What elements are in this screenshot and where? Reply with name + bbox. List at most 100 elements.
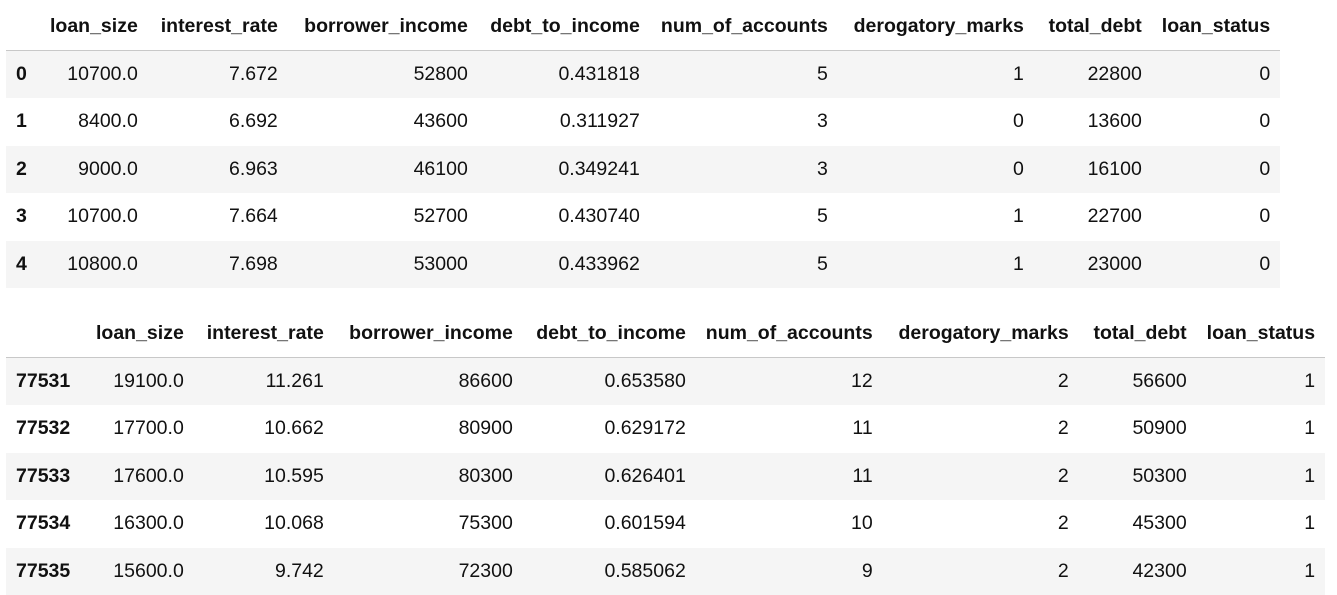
cell-derogatory-marks: 1 <box>838 51 1034 99</box>
cell-loan-status: 1 <box>1197 405 1325 453</box>
column-header-total-debt: total_debt <box>1034 3 1152 51</box>
cell-borrower-income: 72300 <box>334 548 523 595</box>
column-header-total-debt: total_debt <box>1079 310 1197 358</box>
row-index-cell: 77531 <box>6 358 86 406</box>
cell-borrower-income: 52800 <box>288 51 478 99</box>
cell-interest-rate: 7.672 <box>148 51 288 99</box>
cell-loan-status: 0 <box>1152 146 1280 194</box>
row-index-cell: 3 <box>6 193 40 241</box>
cell-interest-rate: 6.692 <box>148 98 288 146</box>
cell-interest-rate: 10.662 <box>194 405 334 453</box>
cell-num-of-accounts: 5 <box>650 193 838 241</box>
column-header-debt-to-income: debt_to_income <box>478 3 650 51</box>
cell-interest-rate: 11.261 <box>194 358 334 406</box>
cell-loan-size: 17700.0 <box>86 405 194 453</box>
column-header-loan-status: loan_status <box>1152 3 1280 51</box>
column-header-loan-size: loan_size <box>40 3 148 51</box>
cell-borrower-income: 52700 <box>288 193 478 241</box>
cell-debt-to-income: 0.430740 <box>478 193 650 241</box>
row-index-cell: 77532 <box>6 405 86 453</box>
header-row: loan_size interest_rate borrower_income … <box>6 3 1280 51</box>
cell-derogatory-marks: 2 <box>883 358 1079 406</box>
row-index-cell: 77535 <box>6 548 86 595</box>
cell-total-debt: 45300 <box>1079 500 1197 548</box>
index-header <box>6 310 86 358</box>
cell-total-debt: 50300 <box>1079 453 1197 501</box>
cell-total-debt: 16100 <box>1034 146 1152 194</box>
cell-loan-status: 0 <box>1152 241 1280 289</box>
column-header-borrower-income: borrower_income <box>334 310 523 358</box>
cell-interest-rate: 7.698 <box>148 241 288 289</box>
column-header-derogatory-marks: derogatory_marks <box>838 3 1034 51</box>
cell-loan-size: 10700.0 <box>40 51 148 99</box>
cell-num-of-accounts: 5 <box>650 241 838 289</box>
index-header <box>6 3 40 51</box>
cell-loan-status: 1 <box>1197 453 1325 501</box>
cell-loan-status: 0 <box>1152 98 1280 146</box>
cell-interest-rate: 10.595 <box>194 453 334 501</box>
cell-borrower-income: 53000 <box>288 241 478 289</box>
cell-loan-size: 10700.0 <box>40 193 148 241</box>
cell-loan-size: 19100.0 <box>86 358 194 406</box>
cell-loan-size: 15600.0 <box>86 548 194 595</box>
cell-num-of-accounts: 5 <box>650 51 838 99</box>
cell-debt-to-income: 0.629172 <box>523 405 696 453</box>
cell-loan-size: 9000.0 <box>40 146 148 194</box>
cell-debt-to-income: 0.601594 <box>523 500 696 548</box>
column-header-debt-to-income: debt_to_income <box>523 310 696 358</box>
row-index-cell: 4 <box>6 241 40 289</box>
cell-debt-to-income: 0.349241 <box>478 146 650 194</box>
row-index-cell: 2 <box>6 146 40 194</box>
cell-derogatory-marks: 2 <box>883 500 1079 548</box>
cell-borrower-income: 43600 <box>288 98 478 146</box>
column-header-borrower-income: borrower_income <box>288 3 478 51</box>
cell-num-of-accounts: 11 <box>696 405 883 453</box>
cell-loan-status: 1 <box>1197 500 1325 548</box>
cell-loan-size: 8400.0 <box>40 98 148 146</box>
cell-num-of-accounts: 10 <box>696 500 883 548</box>
cell-total-debt: 50900 <box>1079 405 1197 453</box>
cell-derogatory-marks: 1 <box>838 241 1034 289</box>
cell-num-of-accounts: 3 <box>650 146 838 194</box>
cell-loan-size: 16300.0 <box>86 500 194 548</box>
cell-derogatory-marks: 2 <box>883 405 1079 453</box>
cell-total-debt: 22700 <box>1034 193 1152 241</box>
column-header-derogatory-marks: derogatory_marks <box>883 310 1079 358</box>
cell-total-debt: 22800 <box>1034 51 1152 99</box>
dataframe-head-table: loan_size interest_rate borrower_income … <box>6 3 1280 288</box>
row-index-cell: 1 <box>6 98 40 146</box>
cell-interest-rate: 10.068 <box>194 500 334 548</box>
cell-borrower-income: 46100 <box>288 146 478 194</box>
cell-interest-rate: 6.963 <box>148 146 288 194</box>
column-header-interest-rate: interest_rate <box>148 3 288 51</box>
cell-total-debt: 13600 <box>1034 98 1152 146</box>
dataframe-tail-output: loan_size interest_rate borrower_income … <box>6 310 1325 595</box>
cell-debt-to-income: 0.431818 <box>478 51 650 99</box>
column-header-loan-status: loan_status <box>1197 310 1325 358</box>
cell-num-of-accounts: 9 <box>696 548 883 595</box>
dataframe-tail-table: loan_size interest_rate borrower_income … <box>6 310 1325 595</box>
header-row: loan_size interest_rate borrower_income … <box>6 310 1325 358</box>
cell-borrower-income: 80900 <box>334 405 523 453</box>
cell-debt-to-income: 0.626401 <box>523 453 696 501</box>
cell-loan-status: 0 <box>1152 193 1280 241</box>
cell-borrower-income: 80300 <box>334 453 523 501</box>
cell-num-of-accounts: 12 <box>696 358 883 406</box>
cell-debt-to-income: 0.433962 <box>478 241 650 289</box>
column-header-loan-size: loan_size <box>86 310 194 358</box>
cell-total-debt: 23000 <box>1034 241 1152 289</box>
row-index-cell: 77534 <box>6 500 86 548</box>
cell-borrower-income: 75300 <box>334 500 523 548</box>
dataframe-head-output: loan_size interest_rate borrower_income … <box>6 3 1280 288</box>
cell-derogatory-marks: 1 <box>838 193 1034 241</box>
